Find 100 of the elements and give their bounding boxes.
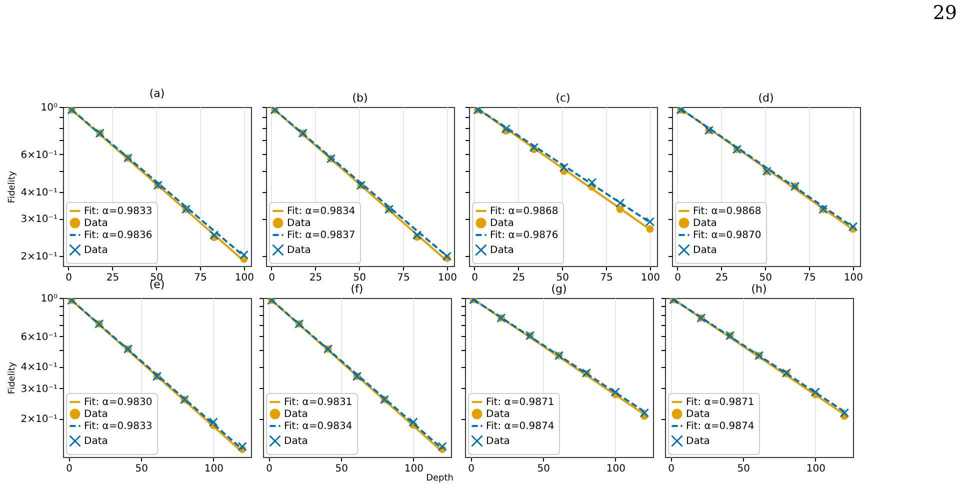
x-tick-label: 100	[844, 272, 864, 284]
legend-label: Fit: α=0.9831	[284, 397, 352, 408]
x-tick-label: 50	[759, 272, 772, 284]
x-tick-label: 100	[606, 464, 626, 474]
x-tick-label: 25	[309, 272, 322, 284]
x-tick-label: 0	[668, 464, 674, 474]
point	[209, 230, 219, 240]
legend-label: Fit: α=0.9870	[693, 230, 762, 241]
point	[412, 230, 422, 240]
x-tick-label: 0	[468, 464, 474, 474]
x-tick-label: 50	[353, 272, 366, 284]
x-tick-label: 50	[335, 464, 348, 474]
x-tick-label: 75	[397, 272, 410, 284]
legend-label: Data	[686, 436, 710, 447]
point	[615, 198, 625, 208]
legend-label: Fit: α=0.9833	[84, 206, 152, 217]
point	[640, 408, 649, 418]
x-tick-label: 100	[234, 272, 254, 284]
legend-label: Data	[287, 245, 311, 256]
legend-label: Fit: α=0.9871	[686, 397, 754, 408]
x-tick-label: 0	[66, 272, 72, 284]
y-tick-label: 2×10⁻¹	[20, 252, 58, 263]
x-tick-label: 50	[537, 464, 550, 474]
point	[810, 388, 820, 397]
point	[438, 442, 447, 452]
legend-label: Fit: α=0.9830	[84, 397, 152, 408]
legend-label: Data	[284, 409, 308, 420]
point	[610, 388, 620, 397]
legend-label: Data	[693, 218, 717, 229]
legend-label: Fit: α=0.9868	[693, 206, 762, 217]
legend-label: Fit: α=0.9868	[490, 206, 558, 217]
point	[645, 217, 655, 226]
point	[848, 222, 858, 232]
x-tick-label: 25	[106, 272, 120, 284]
legend-label: Data	[84, 409, 108, 420]
legend-label: Data	[486, 436, 510, 447]
x-tick-label: 100	[640, 272, 660, 284]
y-axis-title: Fidelity	[8, 361, 18, 394]
legend-label: Data	[686, 409, 710, 420]
chart-title: (d)	[758, 92, 774, 104]
x-tick-label: 50	[737, 464, 750, 474]
legend-label: Fit: α=0.9837	[287, 230, 356, 241]
x-tick-label: 0	[674, 272, 681, 284]
y-tick-label: 3×10⁻¹	[20, 214, 58, 226]
x-tick-label: 100	[806, 464, 826, 474]
x-tick-label: 100	[204, 464, 224, 474]
x-axis-title: Depth	[426, 474, 454, 484]
x-tick-label: 100	[404, 464, 424, 474]
legend-label: Fit: α=0.9834	[287, 206, 356, 217]
text: 29	[932, 2, 957, 24]
chart-title: (f)	[350, 282, 364, 296]
y-tick-label: 2×10⁻¹	[20, 414, 58, 426]
legend-label: Data	[284, 436, 308, 447]
legend-label: Data	[490, 245, 514, 256]
y-tick-label: 10⁰	[40, 102, 58, 114]
point	[208, 418, 218, 427]
x-tick-label: 0	[472, 272, 478, 284]
y-tick-label: 6×10⁻¹	[20, 150, 58, 161]
legend-label: Data	[84, 436, 108, 447]
legend-label: Fit: α=0.9874	[486, 421, 554, 432]
point	[408, 418, 418, 427]
x-tick-label: 0	[266, 464, 272, 474]
legend-label: Data	[693, 245, 717, 256]
y-tick-label: 4×10⁻¹	[20, 187, 58, 198]
point	[840, 408, 849, 418]
x-tick-label: 75	[194, 272, 207, 284]
legend-label: Fit: α=0.9871	[486, 397, 554, 408]
legend-label: Fit: α=0.9836	[84, 230, 152, 241]
y-axis-title: Fidelity	[8, 170, 18, 204]
point	[616, 206, 624, 213]
point	[529, 142, 539, 152]
x-tick-label: 25	[512, 272, 526, 284]
chart-title: (h)	[751, 282, 767, 296]
point	[587, 178, 597, 188]
point	[239, 250, 249, 260]
x-tick-label: 0	[66, 464, 72, 474]
legend-label: Data	[287, 218, 311, 229]
y-tick-label: 3×10⁻¹	[20, 384, 58, 395]
x-tick-label: 25	[715, 272, 728, 284]
chart-title: (b)	[352, 92, 368, 104]
x-tick-label: 0	[268, 272, 275, 284]
legend-label: Data	[84, 245, 108, 256]
legend-label: Data	[84, 218, 108, 229]
point	[501, 124, 511, 134]
x-tick-label: 100	[438, 272, 458, 284]
legend-label: Fit: α=0.9834	[284, 421, 352, 432]
legend-label: Fit: α=0.9833	[84, 421, 152, 432]
y-tick-label: 10⁰	[40, 294, 58, 304]
y-tick-label: 6×10⁻¹	[20, 332, 58, 343]
chart-title: (a)	[149, 87, 165, 100]
legend-label: Data	[486, 409, 510, 420]
x-tick-label: 75	[803, 272, 816, 284]
x-tick-label: 75	[600, 272, 613, 284]
point	[238, 442, 247, 452]
legend-label: Fit: α=0.9876	[490, 230, 558, 241]
point	[442, 252, 452, 261]
point	[646, 225, 654, 233]
chart-title: (g)	[551, 282, 567, 296]
y-tick-label: 4×10⁻¹	[20, 362, 58, 374]
chart-title: (c)	[556, 92, 570, 104]
